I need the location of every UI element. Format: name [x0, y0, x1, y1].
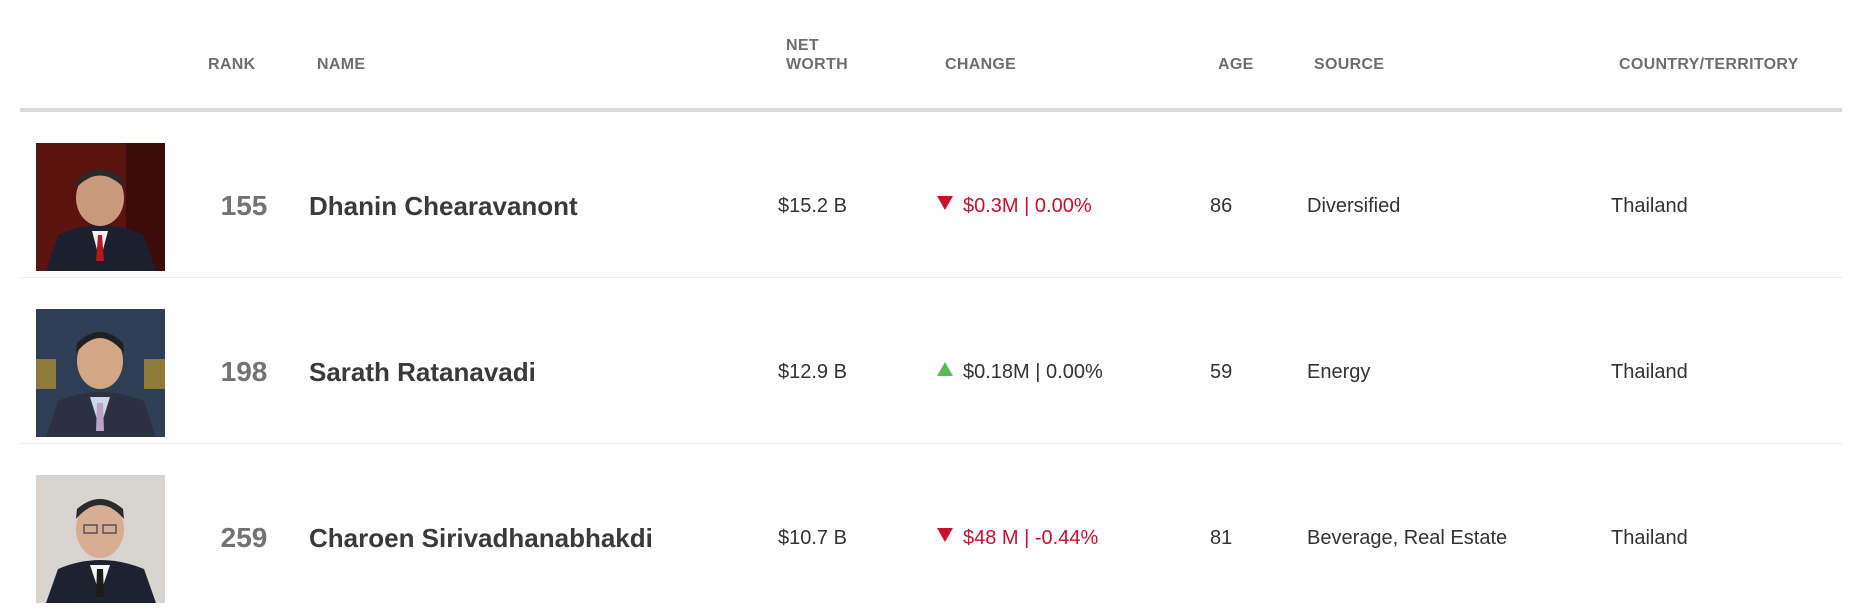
person-name[interactable]: Charoen Sirivadhanabhakdi [309, 523, 653, 553]
table-row[interactable]: 198 Sarath Ratanavadi $12.9 B $0.18M | 0… [20, 278, 1842, 444]
source-value: Diversified [1307, 195, 1401, 217]
person-name[interactable]: Sarath Ratanavadi [309, 357, 536, 387]
header-rank[interactable]: RANK [208, 56, 256, 73]
up-arrow-icon [937, 362, 953, 376]
change-text: $48 M | -0.44% [963, 527, 1099, 549]
net-worth-value: $10.7 B [778, 527, 847, 549]
source-value: Energy [1307, 361, 1371, 383]
country-value: Thailand [1611, 527, 1688, 549]
header-country[interactable]: COUNTRY/TERRITORY [1619, 56, 1799, 73]
billionaires-table: RANK NAME NET WORTH CHANGE AGE SOURCE CO… [20, 0, 1842, 609]
rank-value: 259 [220, 522, 268, 553]
table-row[interactable]: 155 Dhanin Chearavanont $15.2 B $0.3M | … [20, 112, 1842, 278]
person-name[interactable]: Dhanin Chearavanont [309, 191, 578, 221]
header-net-worth[interactable]: NET WORTH [786, 37, 848, 73]
person-photo[interactable] [36, 309, 165, 437]
source-value: Beverage, Real Estate [1307, 527, 1508, 549]
country-value: Thailand [1611, 195, 1688, 217]
table-header: RANK NAME NET WORTH CHANGE AGE SOURCE CO… [20, 0, 1842, 112]
header-change[interactable]: CHANGE [945, 56, 1017, 73]
header-name[interactable]: NAME [317, 56, 366, 73]
change-text: $0.18M | 0.00% [963, 361, 1103, 383]
table-row[interactable]: 259 Charoen Sirivadhanabhakdi $10.7 B $4… [20, 444, 1842, 609]
person-photo[interactable] [36, 475, 165, 603]
header-source[interactable]: SOURCE [1314, 56, 1385, 73]
header-age[interactable]: AGE [1218, 56, 1254, 73]
change-value: $0.18M | 0.00% [937, 361, 1103, 384]
age-value: 59 [1210, 361, 1233, 383]
rank-value: 198 [220, 356, 268, 387]
rank-value: 155 [220, 190, 268, 221]
person-photo[interactable] [36, 143, 165, 271]
net-worth-value: $12.9 B [778, 361, 847, 383]
change-text: $0.3M | 0.00% [963, 195, 1092, 217]
down-arrow-icon [937, 528, 953, 542]
age-value: 86 [1210, 195, 1233, 217]
change-value: $0.3M | 0.00% [937, 195, 1092, 218]
age-value: 81 [1210, 527, 1233, 549]
down-arrow-icon [937, 196, 953, 210]
change-value: $48 M | -0.44% [937, 527, 1098, 550]
country-value: Thailand [1611, 361, 1688, 383]
net-worth-value: $15.2 B [778, 195, 847, 217]
